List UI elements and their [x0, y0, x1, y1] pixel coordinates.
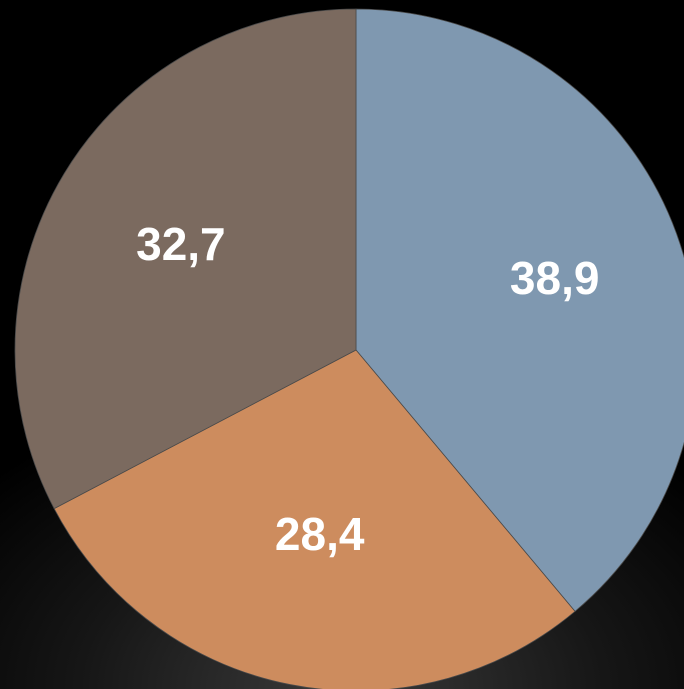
pie-slice [14, 8, 357, 510]
slice-value-label: 28,4 [275, 508, 365, 560]
slice-value-label: 38,9 [510, 252, 600, 304]
pie-slices [14, 8, 684, 689]
pie-slice [53, 349, 576, 689]
pie-labels: 38,9 28,4 32,7 [136, 218, 599, 560]
slice-value-label: 32,7 [136, 218, 226, 270]
pie-slice [355, 8, 684, 612]
